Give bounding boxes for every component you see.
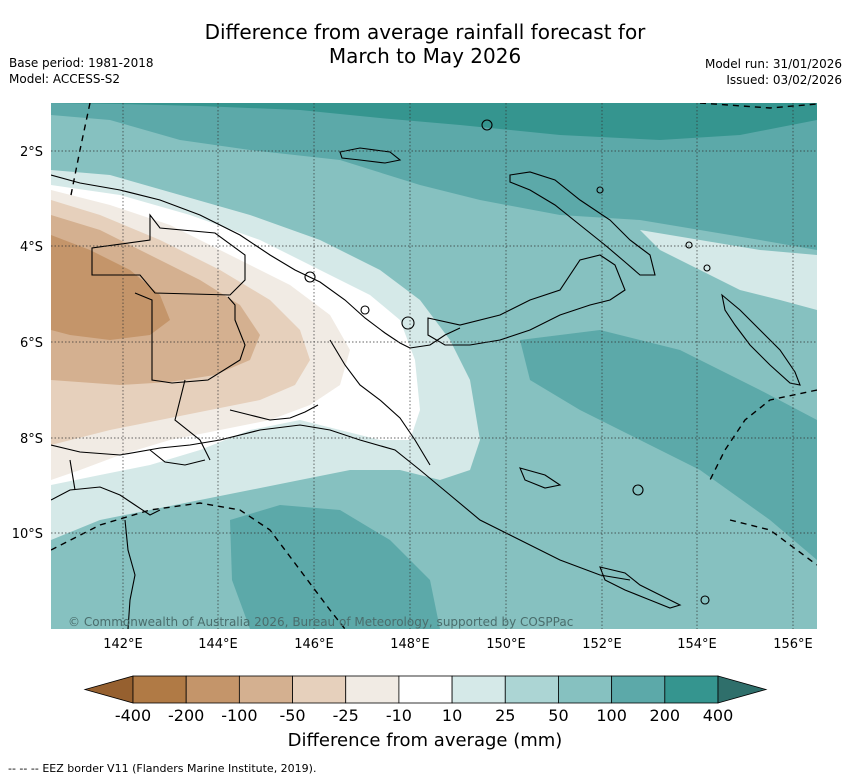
graticule [51, 103, 817, 629]
colorbar-extend-high [717, 675, 768, 704]
colorbar-segment [132, 675, 187, 704]
colorbar-segment [451, 675, 506, 704]
colorbar-tick-label: -25 [333, 706, 359, 725]
colorbar-tick-label: -10 [386, 706, 412, 725]
coastlines [51, 119, 801, 629]
contour-east-10-25 [640, 230, 817, 310]
colorbar-tick-label: 400 [703, 706, 734, 725]
colorbar-segment [504, 675, 559, 704]
lon-labels: 142°E 144°E 146°E 148°E 150°E 152°E 154°… [103, 637, 813, 652]
colorbar-segment [185, 675, 240, 704]
title-line-1: Difference from average rainfall forecas… [204, 20, 646, 44]
lon-label: 142°E [103, 637, 143, 652]
colorbar-tick-label: 200 [650, 706, 681, 725]
contour-east-50-100 [520, 330, 817, 560]
colorbar-segment [292, 675, 347, 704]
colorbar-segment [611, 675, 666, 704]
eez-borders [51, 103, 817, 629]
lon-label: 148°E [390, 637, 430, 652]
colorbar [83, 675, 768, 704]
colorbar-segment [345, 675, 400, 704]
colorbar-tick-label: 25 [495, 706, 515, 725]
colorbar-extend-low [83, 675, 134, 704]
colorbar-tick-label: -400 [115, 706, 151, 725]
contour-southwest-50-100 [230, 505, 440, 629]
colorbar-title: Difference from average (mm) [287, 730, 563, 751]
issued-date: Issued: 03/02/2026 [726, 73, 842, 87]
lon-label: 146°E [294, 637, 334, 652]
colorbar-labels: -400 -200 -100 -50 -25 -10 10 25 50 100 200 400 [115, 706, 733, 725]
lon-label: 144°E [198, 637, 238, 652]
colorbar-tick-label: -100 [221, 706, 257, 725]
lon-label: 156°E [773, 637, 813, 652]
meta-left: Base period: 1981-2018 Model: ACCESS-S2 [9, 55, 154, 87]
lat-labels: 2°S 4°S 6°S 8°S 10°S [12, 145, 43, 542]
colorbar-tick-label: 50 [548, 706, 568, 725]
lon-label: 154°E [677, 637, 717, 652]
copyright-text: © Commonwealth of Australia 2026, Bureau… [68, 615, 573, 629]
lon-label: 152°E [582, 637, 622, 652]
colorbar-tick-label: -50 [279, 706, 305, 725]
model-run: Model run: 31/01/2026 [704, 57, 842, 71]
lat-label: 4°S [20, 240, 43, 255]
eez-legend-label: EEZ border V11 (Flanders Marine Institut… [42, 762, 317, 775]
base-period: Base period: 1981-2018 [9, 56, 154, 70]
lat-label: 6°S [20, 336, 43, 351]
lat-label: 10°S [12, 527, 43, 542]
title-line-2: March to May 2026 [328, 44, 522, 68]
lon-label: 150°E [486, 637, 526, 652]
colorbar-segment [558, 675, 613, 704]
colorbar-tick-label: 100 [596, 706, 627, 725]
colorbar-segment [664, 675, 719, 704]
eez-legend: -- -- -- EEZ border V11 (Flanders Marine… [8, 762, 316, 775]
lat-label: 2°S [20, 145, 43, 160]
contour-north-50-100 [51, 103, 817, 250]
colorbar-segment [238, 675, 293, 704]
meta-right: Model run: 31/01/2026 Issued: 03/02/2026 [705, 56, 842, 88]
model-name: Model: ACCESS-S2 [9, 72, 121, 86]
colorbar-tick-label: -200 [168, 706, 204, 725]
colorbar-tick-label: 10 [442, 706, 462, 725]
eez-legend-symbol: -- -- -- [8, 762, 39, 775]
chart-title: Difference from average rainfall forecas… [0, 20, 850, 68]
lat-label: 8°S [20, 432, 43, 447]
contour-north-100-200 [51, 103, 817, 140]
colorbar-segment [398, 675, 453, 704]
rainfall-contours [51, 103, 817, 629]
contour-dry-100-200 [51, 235, 170, 340]
